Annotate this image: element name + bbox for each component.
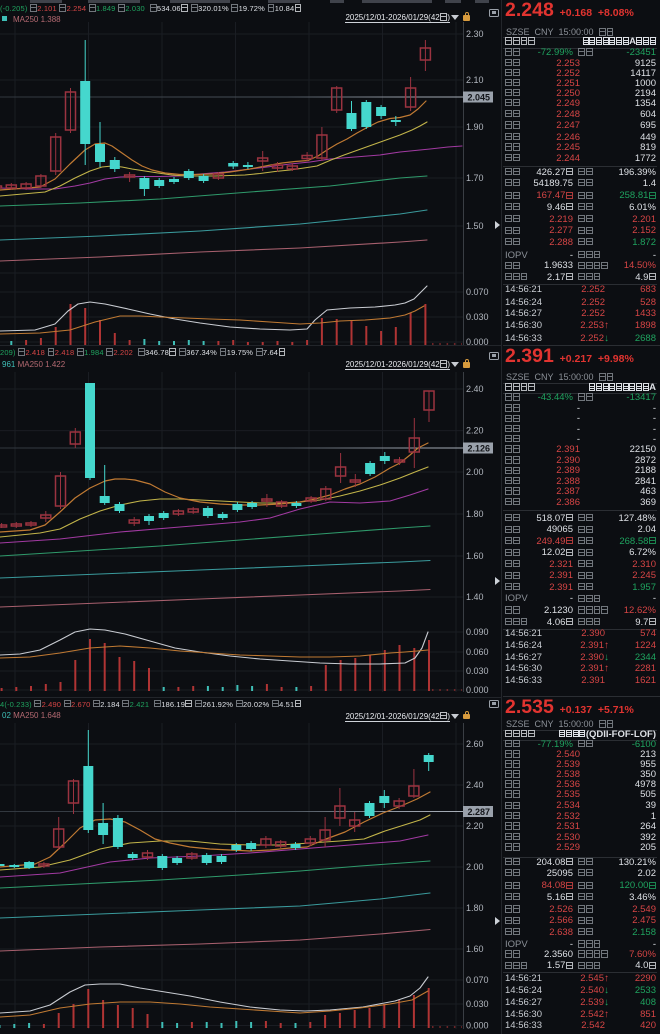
svg-text:0.000: 0.000 [466,337,489,347]
svg-text:1.60: 1.60 [466,551,484,561]
svg-text:1.90: 1.90 [466,122,484,132]
svg-text:2.00: 2.00 [466,467,484,477]
svg-text:2.045: 2.045 [467,93,490,103]
svg-text:1.50: 1.50 [466,221,484,231]
svg-text:2.287: 2.287 [467,807,490,817]
svg-text:1.40: 1.40 [466,592,484,602]
svg-text:0.030: 0.030 [466,666,489,676]
svg-text:0.000: 0.000 [466,1021,489,1031]
svg-text:2.40: 2.40 [466,384,484,394]
svg-text:0.000: 0.000 [466,685,489,695]
svg-text:2.30: 2.30 [466,29,484,39]
svg-text:0.030: 0.030 [466,312,489,322]
svg-text:0.030: 0.030 [466,999,489,1009]
svg-text:2.00: 2.00 [466,862,484,872]
svg-text:1.70: 1.70 [466,173,484,183]
svg-text:2.40: 2.40 [466,780,484,790]
svg-text:2.126: 2.126 [467,444,490,454]
svg-text:0.090: 0.090 [466,627,489,637]
svg-text:2.60: 2.60 [466,739,484,749]
svg-text:1.60: 1.60 [466,944,484,954]
svg-text:1.80: 1.80 [466,903,484,913]
svg-text:2.20: 2.20 [466,821,484,831]
svg-text:0.060: 0.060 [466,647,489,657]
svg-text:0.070: 0.070 [466,287,489,297]
svg-text:2.20: 2.20 [466,426,484,436]
svg-text:1.80: 1.80 [466,509,484,519]
svg-text:0.070: 0.070 [466,975,489,985]
svg-text:2.10: 2.10 [466,75,484,85]
